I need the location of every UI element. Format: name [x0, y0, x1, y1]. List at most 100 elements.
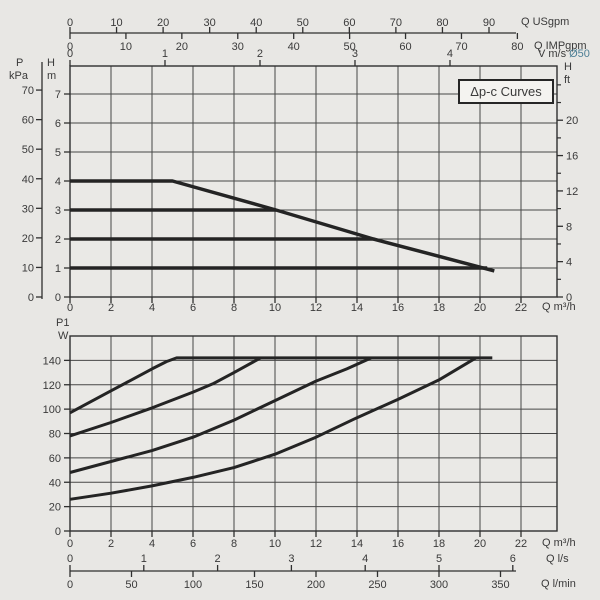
impgpm-axis-title: Q IMPgpm: [534, 40, 587, 52]
watt-tick-label: 80: [49, 429, 61, 441]
lmin-tick-label: 200: [307, 579, 325, 591]
kpa-tick-label: 0: [28, 292, 34, 304]
impgpm-tick-label: 80: [511, 41, 523, 53]
kpa-tick-label: 10: [22, 262, 34, 274]
kpa-tick-label: 20: [22, 233, 34, 245]
power-x-tick-label: 12: [310, 538, 322, 550]
head-unit-symbol: H: [47, 57, 55, 69]
meter-tick-label: 0: [55, 292, 61, 304]
lmin-tick-label: 100: [184, 579, 202, 591]
pipe-diameter-label: Ø50: [569, 48, 590, 60]
usgpm-tick-label: 90: [483, 17, 495, 29]
feet-tick-label: 4: [566, 257, 572, 269]
control-mode-box: Δp-c Curves: [458, 79, 554, 104]
power-x-tick-label: 22: [515, 538, 527, 550]
feet-tick-label: 12: [566, 186, 578, 198]
control-mode-label: Δp-c Curves: [470, 84, 542, 99]
impgpm-tick-label: 30: [232, 41, 244, 53]
power-x-tick-label: 16: [392, 538, 404, 550]
lmin-tick-label: 50: [125, 579, 137, 591]
velocity-unit-text: V m/s: [538, 48, 567, 60]
feet-tick-label: 16: [566, 151, 578, 163]
watt-tick-label: 0: [55, 526, 61, 538]
usgpm-tick-label: 10: [110, 17, 122, 29]
power-x-tick-label: 0: [67, 538, 73, 550]
velocity-tick-label: 3: [352, 48, 358, 60]
power-speed-1: [69, 356, 477, 501]
usgpm-tick-label: 50: [297, 17, 309, 29]
head-x-tick-label: 8: [231, 302, 237, 314]
lmin-tick-label: 250: [368, 579, 386, 591]
feet-tick-label: 8: [566, 221, 572, 233]
power-speed-3: [69, 356, 262, 438]
watt-tick-label: 60: [49, 453, 61, 465]
feet-unit-label: ft: [564, 74, 571, 86]
kpa-tick-label: 60: [22, 115, 34, 127]
usgpm-tick-label: 30: [204, 17, 216, 29]
usgpm-tick-label: 60: [343, 17, 355, 29]
usgpm-axis-title: Q USgpm: [521, 16, 570, 28]
constant-pressure-4m-max-curve: [70, 179, 495, 273]
head-x-tick-label: 14: [351, 302, 363, 314]
power-x-tick-label: 18: [433, 538, 445, 550]
meter-tick-label: 7: [55, 89, 61, 101]
ls-tick-label: 3: [288, 553, 294, 565]
kpa-tick-label: 40: [22, 174, 34, 186]
usgpm-tick-label: 20: [157, 17, 169, 29]
power-unit-symbol: P1: [56, 317, 70, 329]
velocity-tick-label: 0: [67, 48, 73, 60]
meter-unit-label: m: [47, 70, 57, 82]
head-x-tick-label: 4: [149, 302, 155, 314]
ls-tick-label: 2: [215, 553, 221, 565]
watt-tick-label: 20: [49, 502, 61, 514]
watt-tick-label: 120: [43, 380, 61, 392]
power-x-tick-label: 8: [231, 538, 237, 550]
kpa-tick-label: 70: [22, 85, 34, 97]
ls-axis-title: Q l/s: [546, 553, 569, 565]
impgpm-tick-label: 60: [399, 41, 411, 53]
head-x-tick-label: 0: [67, 302, 73, 314]
power-x-tick-label: 14: [351, 538, 363, 550]
meter-tick-label: 5: [55, 147, 61, 159]
power-speed-2: [69, 356, 372, 474]
meter-tick-label: 3: [55, 205, 61, 217]
lmin-tick-label: 300: [430, 579, 448, 591]
lmin-tick-label: 350: [491, 579, 509, 591]
power-x-tick-label: 10: [269, 538, 281, 550]
power-speed-4-max: [69, 356, 493, 415]
ls-tick-label: 1: [141, 553, 147, 565]
power-chart-x-axis-title: Q m³/h: [542, 537, 576, 549]
head-x-tick-label: 18: [433, 302, 445, 314]
ls-tick-label: 0: [67, 553, 73, 565]
velocity-tick-label: 2: [257, 48, 263, 60]
ls-tick-label: 5: [436, 553, 442, 565]
lmin-tick-label: 0: [67, 579, 73, 591]
meter-tick-label: 4: [55, 176, 61, 188]
usgpm-tick-label: 40: [250, 17, 262, 29]
power-x-tick-label: 4: [149, 538, 155, 550]
meter-tick-label: 1: [55, 263, 61, 275]
head-chart-x-axis-title: Q m³/h: [542, 301, 576, 313]
usgpm-tick-label: 80: [436, 17, 448, 29]
pressure-unit-symbol: P: [16, 57, 24, 69]
velocity-tick-label: 1: [162, 48, 168, 60]
impgpm-tick-label: 0: [67, 41, 73, 53]
velocity-tick-label: 4: [447, 48, 453, 60]
ls-tick-label: 6: [510, 553, 516, 565]
right-head-unit-symbol: H: [564, 61, 572, 73]
usgpm-tick-label: 0: [67, 17, 73, 29]
watt-tick-label: 140: [43, 355, 61, 367]
head-x-tick-label: 10: [269, 302, 281, 314]
impgpm-tick-label: 40: [288, 41, 300, 53]
impgpm-tick-label: 20: [176, 41, 188, 53]
head-x-tick-label: 6: [190, 302, 196, 314]
ls-tick-label: 4: [362, 553, 368, 565]
kpa-tick-label: 30: [22, 203, 34, 215]
power-x-tick-label: 6: [190, 538, 196, 550]
watt-tick-label: 100: [43, 404, 61, 416]
kpa-tick-label: 50: [22, 144, 34, 156]
impgpm-tick-label: 70: [455, 41, 467, 53]
head-x-tick-label: 12: [310, 302, 322, 314]
